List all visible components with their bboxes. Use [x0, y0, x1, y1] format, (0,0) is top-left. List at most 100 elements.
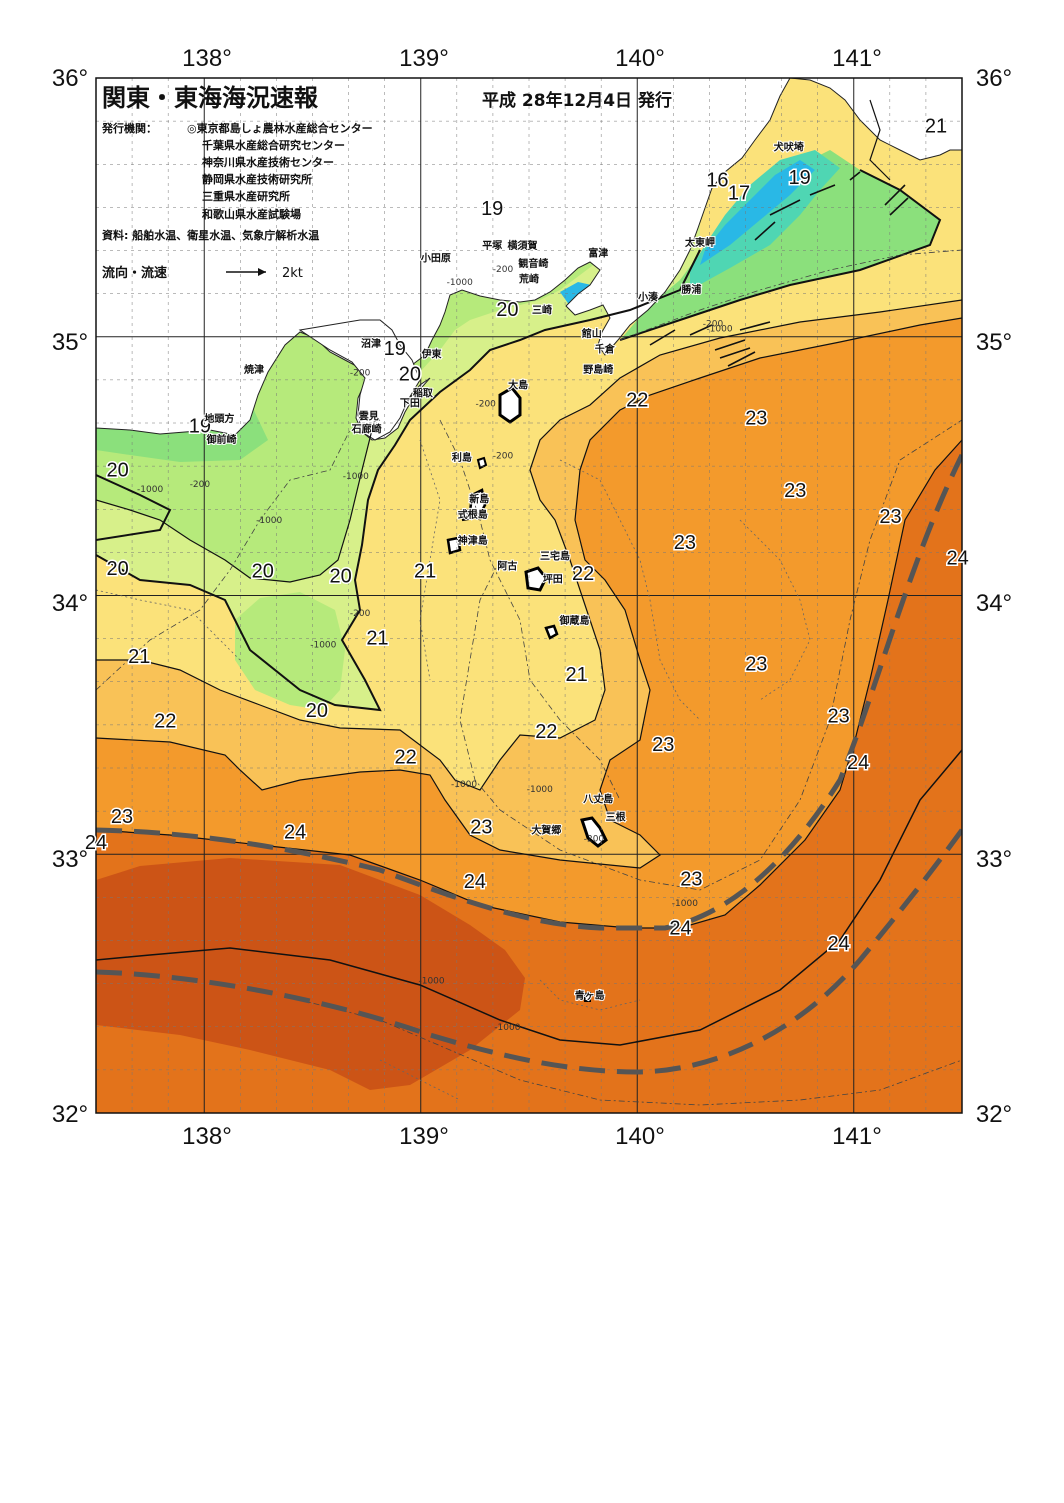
isotherm-label: 24 — [284, 822, 306, 844]
place-label: 青ヶ島 — [575, 989, 605, 1002]
isotherm-label: 21 — [566, 664, 588, 686]
band-17 — [690, 150, 840, 290]
issuer-item: 神奈川県水産技術センター — [202, 155, 334, 169]
isotherm-label: 16 — [706, 170, 728, 192]
place-label: 御前崎 — [206, 433, 237, 446]
place-label: 千倉 — [595, 342, 616, 355]
place-label: 三崎 — [532, 303, 552, 316]
place-label: 三根 — [606, 811, 626, 824]
isotherm-label: 24 — [464, 871, 486, 893]
isotherm-label: 21 — [414, 560, 436, 582]
isotherm-label: 20 — [306, 700, 328, 722]
flow-scale-value: 2kt — [282, 266, 303, 281]
place-label: 阿古 — [497, 560, 517, 573]
depth-label: -1000 — [451, 780, 477, 790]
isotherm-label: 21 — [925, 115, 947, 137]
data-source: 資料: 船舶水温、衛星水温、気象庁解析水温 — [102, 228, 319, 242]
isotherm-label: 23 — [879, 506, 901, 528]
depth-labels: -200-1000-200-200-200-1000-1000-200-1000… — [137, 265, 733, 1033]
lat-right-label: 34° — [976, 590, 1012, 617]
place-label: 平塚 — [482, 239, 502, 252]
isotherm-label: 19 — [384, 338, 406, 360]
place-label: 館山 — [581, 327, 602, 340]
place-label: 坪田 — [543, 573, 563, 586]
flow-legend-label: 流向・流速 — [102, 265, 167, 281]
band-16 — [700, 160, 815, 265]
depth-label: -200 — [493, 265, 514, 275]
depth-label: -200 — [475, 400, 496, 410]
depth-label: -200 — [703, 319, 724, 329]
place-label: 太東岬 — [684, 236, 715, 249]
isotherm-label: 19 — [789, 167, 811, 189]
depth-label: -1000 — [343, 472, 369, 482]
depth-label: -1000 — [256, 516, 282, 526]
depth-contours — [96, 249, 962, 1106]
isotherm-label: 23 — [784, 480, 806, 502]
place-label: 犬吠埼 — [774, 140, 804, 153]
map-frame — [95, 77, 963, 1114]
island-hachijo — [580, 816, 608, 848]
place-label: 御蔵島 — [558, 614, 589, 627]
isotherm-label: 24 — [85, 832, 107, 854]
isotherm-label: 24 — [669, 917, 691, 939]
depth-label: -1000 — [527, 785, 553, 795]
isotherm-label: 24 — [947, 547, 969, 569]
isotherm-label: 20 — [107, 558, 129, 580]
lon-bottom-label: 141° — [832, 1123, 882, 1150]
place-label: 雲見 — [359, 411, 379, 423]
island-toshima — [476, 456, 488, 470]
depth-label: -1000 — [706, 325, 732, 335]
place-label: 三宅島 — [540, 549, 570, 562]
place-label: 横須賀 — [508, 239, 538, 252]
isotherm-label: 20 — [107, 459, 129, 481]
isotherm-label: 22 — [572, 563, 594, 585]
place-label: 焼津 — [244, 363, 264, 376]
lat-left-label: 36° — [52, 65, 88, 92]
place-label: 荒崎 — [518, 272, 539, 285]
band-19b — [235, 592, 345, 710]
place-label: 野島崎 — [583, 363, 613, 376]
depth-label: -200 — [493, 451, 514, 461]
isotherm-label: 22 — [626, 390, 648, 412]
isotherm-label: 23 — [470, 817, 492, 839]
depth-label: -200 — [190, 480, 211, 490]
axis-labels: 138° 139° 140° 141° 138° 139° 140° 141° … — [52, 45, 1012, 1150]
depth-label: -200 — [584, 834, 605, 844]
place-label: 沼津 — [361, 337, 381, 350]
island-aogashima — [582, 991, 591, 1002]
lon-top-label: 139° — [399, 45, 449, 72]
island-mikura — [544, 624, 559, 640]
place-label: 大島 — [508, 379, 528, 392]
isotherm-label: 19 — [481, 198, 503, 220]
place-label: 八丈島 — [582, 793, 613, 806]
depth-label: -1000 — [494, 1023, 520, 1033]
lon-bottom-label: 140° — [615, 1123, 665, 1150]
place-label: 稲取 — [413, 386, 434, 399]
place-label: 大賀郷 — [531, 824, 561, 837]
place-label: 伊東 — [421, 347, 442, 360]
lat-left-label: 32° — [52, 1101, 88, 1128]
issuer-item: ◎東京都島しょ農林水産総合センター — [187, 121, 373, 135]
band-18b — [620, 150, 940, 340]
place-label: 小湊 — [637, 291, 659, 304]
isotherm-label: 20 — [252, 560, 274, 582]
land-izu — [298, 319, 421, 441]
isotherm-label: 20 — [399, 364, 421, 386]
isotherm-label: 21 — [366, 628, 388, 650]
lon-top-label: 138° — [182, 45, 232, 72]
current-arrows — [649, 171, 909, 367]
isotherm-label: 23 — [111, 806, 133, 828]
island-miyake — [524, 566, 548, 592]
lat-left-label: 33° — [52, 846, 88, 873]
lat-left-label: 34° — [52, 590, 88, 617]
place-label: 式根島 — [458, 508, 488, 521]
depth-label: -200 — [350, 609, 371, 619]
lat-right-label: 33° — [976, 846, 1012, 873]
isotherm-label: 22 — [154, 710, 176, 732]
island-shikine — [460, 510, 471, 522]
isotherms — [96, 99, 962, 1046]
lon-bottom-label: 138° — [182, 1123, 232, 1150]
depth-label: -1000 — [310, 640, 336, 650]
